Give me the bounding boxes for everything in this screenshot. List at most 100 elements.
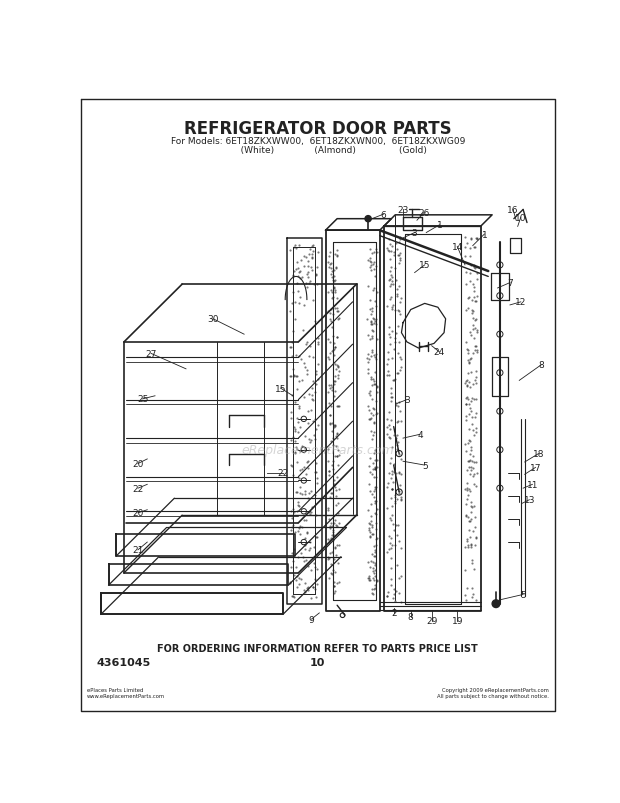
Point — [296, 547, 306, 560]
Point — [396, 254, 405, 267]
Point — [467, 378, 477, 391]
Point — [466, 232, 476, 245]
Point — [304, 388, 314, 401]
Point — [368, 463, 378, 476]
Point — [371, 316, 381, 328]
Point — [386, 579, 396, 592]
Point — [327, 546, 337, 559]
Point — [305, 536, 315, 548]
Point — [368, 430, 378, 442]
Point — [330, 418, 340, 431]
Point — [330, 303, 340, 316]
Point — [394, 234, 404, 247]
Point — [286, 459, 296, 472]
Point — [326, 258, 336, 271]
Point — [288, 287, 298, 300]
Point — [327, 345, 337, 358]
Point — [389, 589, 399, 601]
Point — [296, 272, 306, 285]
Point — [370, 491, 379, 503]
Point — [391, 336, 401, 349]
Point — [366, 521, 376, 534]
Point — [466, 540, 476, 552]
Point — [312, 578, 322, 591]
Point — [312, 477, 322, 490]
Point — [393, 436, 403, 449]
Point — [472, 232, 482, 245]
Point — [461, 374, 471, 387]
Text: 3: 3 — [404, 396, 410, 405]
Point — [366, 305, 376, 318]
Point — [471, 422, 481, 435]
Point — [394, 447, 404, 460]
Point — [471, 532, 481, 544]
Point — [366, 318, 376, 331]
Point — [370, 579, 380, 592]
Point — [470, 411, 480, 424]
Point — [472, 467, 482, 480]
Point — [384, 280, 394, 293]
Point — [392, 559, 402, 572]
Point — [370, 581, 379, 594]
Point — [327, 320, 337, 333]
Point — [327, 287, 337, 300]
Point — [312, 373, 322, 386]
Point — [363, 367, 373, 380]
Point — [303, 266, 313, 279]
Point — [327, 271, 337, 284]
Point — [384, 406, 394, 419]
Point — [366, 587, 376, 600]
Point — [301, 585, 311, 598]
Point — [311, 467, 321, 479]
Point — [371, 408, 381, 421]
Point — [469, 291, 479, 304]
Point — [364, 353, 374, 366]
Point — [462, 532, 472, 545]
Point — [285, 577, 295, 589]
Point — [466, 353, 476, 365]
Point — [303, 581, 313, 594]
Point — [293, 262, 303, 275]
Point — [312, 531, 322, 544]
Point — [332, 471, 342, 484]
Point — [365, 414, 374, 426]
Point — [392, 443, 402, 456]
Point — [364, 524, 374, 537]
Text: For Models: 6ET18ZKXWW00,  6ET18ZKXWN00,  6ET18ZKXWG09: For Models: 6ET18ZKXWW00, 6ET18ZKXWN00, … — [170, 137, 465, 145]
Text: 8: 8 — [408, 613, 414, 622]
Point — [386, 472, 396, 485]
Point — [472, 295, 482, 308]
Point — [296, 254, 306, 267]
Point — [386, 394, 396, 407]
Point — [334, 483, 343, 495]
Text: 4: 4 — [417, 430, 423, 439]
Point — [467, 392, 477, 405]
Point — [470, 521, 480, 534]
Point — [466, 541, 476, 554]
Point — [472, 267, 482, 280]
Point — [310, 413, 320, 426]
Point — [325, 491, 335, 504]
Point — [294, 480, 304, 493]
Point — [312, 261, 322, 274]
Point — [324, 397, 334, 410]
Point — [330, 341, 340, 354]
Point — [311, 386, 321, 399]
Point — [472, 290, 482, 303]
Point — [471, 532, 481, 544]
Point — [388, 517, 397, 530]
Point — [303, 261, 313, 274]
Point — [396, 492, 405, 505]
Point — [303, 271, 313, 284]
Point — [303, 526, 312, 539]
Point — [372, 386, 382, 399]
Point — [334, 497, 343, 510]
Point — [385, 238, 395, 251]
Point — [471, 365, 481, 377]
Point — [386, 381, 396, 394]
Point — [327, 385, 337, 397]
Text: 22: 22 — [277, 469, 288, 478]
Point — [328, 274, 338, 287]
Point — [383, 365, 392, 378]
Point — [396, 468, 405, 481]
